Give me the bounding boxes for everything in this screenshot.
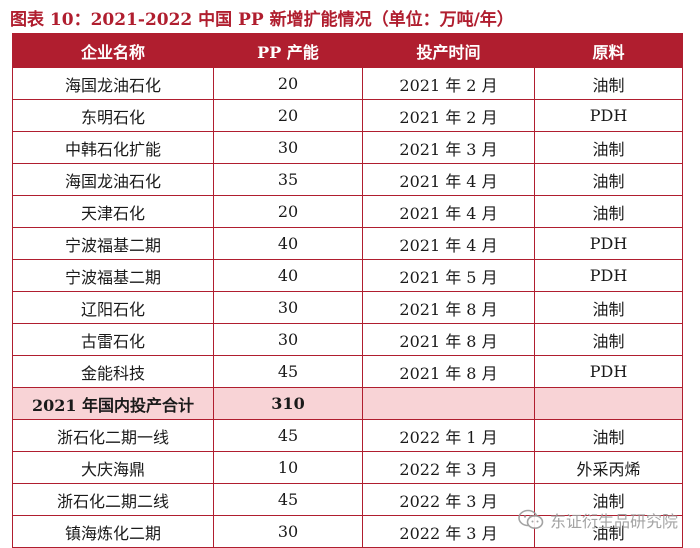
cell-feedstock: PDH — [534, 355, 683, 388]
cell-capacity: 35 — [213, 163, 363, 196]
cell-company: 浙石化二期一线 — [12, 419, 214, 452]
cell-start-time: 2021 年 8 月 — [362, 355, 535, 388]
cell-feedstock: 油制 — [534, 195, 683, 228]
watermark: 东证衍生品研究院 — [518, 508, 678, 532]
cell-company: 海国龙油石化 — [12, 163, 214, 196]
cell-feedstock: 油制 — [534, 419, 683, 452]
cell-capacity: 45 — [213, 483, 363, 516]
header-start-time: 投产时间 — [362, 33, 535, 68]
cell-capacity: 10 — [213, 451, 363, 484]
total-empty-cell — [362, 387, 535, 420]
table-row: 镇海炼化二期 30 2022 年 3 月 油制 — [12, 515, 683, 548]
total-empty-cell — [534, 387, 683, 420]
cell-company: 宁波福基二期 — [12, 259, 214, 292]
cell-capacity: 30 — [213, 515, 363, 548]
cell-feedstock: 油制 — [534, 291, 683, 324]
cell-capacity: 40 — [213, 227, 363, 260]
cell-capacity: 45 — [213, 419, 363, 452]
header-company: 企业名称 — [12, 33, 214, 68]
table-row: 大庆海鼎 10 2022 年 3 月 外采丙烯 — [12, 451, 683, 484]
cell-company: 海国龙油石化 — [12, 67, 214, 100]
header-capacity: PP 产能 — [213, 33, 363, 68]
table-row: 金能科技 45 2021 年 8 月 PDH — [12, 355, 683, 388]
cell-feedstock: PDH — [534, 227, 683, 260]
cell-capacity: 30 — [213, 323, 363, 356]
capacity-table: 企业名称 PP 产能 投产时间 原料 海国龙油石化 20 2021 年 2 月 … — [12, 33, 683, 548]
total-row: 2021 年国内投产合计 310 — [12, 387, 683, 420]
cell-start-time: 2022 年 3 月 — [362, 515, 535, 548]
cell-company: 古雷石化 — [12, 323, 214, 356]
cell-company: 东明石化 — [12, 99, 214, 132]
cell-capacity: 20 — [213, 67, 363, 100]
cell-capacity: 20 — [213, 99, 363, 132]
cell-company: 浙石化二期二线 — [12, 483, 214, 516]
cell-start-time: 2021 年 4 月 — [362, 195, 535, 228]
cell-start-time: 2021 年 8 月 — [362, 323, 535, 356]
cell-start-time: 2022 年 3 月 — [362, 451, 535, 484]
table-row: 浙石化二期一线 45 2022 年 1 月 油制 — [12, 419, 683, 452]
table-row: 东明石化 20 2021 年 2 月 PDH — [12, 99, 683, 132]
cell-capacity: 30 — [213, 131, 363, 164]
cell-start-time: 2021 年 2 月 — [362, 99, 535, 132]
cell-capacity: 40 — [213, 259, 363, 292]
table-row: 海国龙油石化 20 2021 年 2 月 油制 — [12, 67, 683, 100]
cell-feedstock: 外采丙烯 — [534, 451, 683, 484]
table-row: 古雷石化 30 2021 年 8 月 油制 — [12, 323, 683, 356]
cell-company: 中韩石化扩能 — [12, 131, 214, 164]
cell-start-time: 2022 年 3 月 — [362, 483, 535, 516]
watermark-text: 东证衍生品研究院 — [549, 512, 678, 531]
cell-feedstock: 油制 — [534, 483, 683, 516]
cell-start-time: 2021 年 3 月 — [362, 131, 535, 164]
cell-company: 金能科技 — [12, 355, 214, 388]
cell-feedstock: 油制 — [534, 131, 683, 164]
wechat-icon — [518, 509, 544, 531]
total-label: 2021 年国内投产合计 — [12, 387, 214, 420]
cell-start-time: 2021 年 2 月 — [362, 67, 535, 100]
cell-capacity: 20 — [213, 195, 363, 228]
cell-company: 宁波福基二期 — [12, 227, 214, 260]
total-capacity: 310 — [213, 387, 363, 420]
cell-company: 天津石化 — [12, 195, 214, 228]
cell-capacity: 45 — [213, 355, 363, 388]
header-feedstock: 原料 — [534, 33, 683, 68]
table-row: 浙石化二期二线 45 2022 年 3 月 油制 — [12, 483, 683, 516]
table-row: 辽阳石化 30 2021 年 8 月 油制 — [12, 291, 683, 324]
cell-company: 辽阳石化 — [12, 291, 214, 324]
cell-feedstock: 油制 — [534, 323, 683, 356]
cell-start-time: 2022 年 1 月 — [362, 419, 535, 452]
cell-feedstock: PDH — [534, 99, 683, 132]
cell-start-time: 2021 年 4 月 — [362, 163, 535, 196]
cell-company: 大庆海鼎 — [12, 451, 214, 484]
table-header-row: 企业名称 PP 产能 投产时间 原料 — [12, 33, 683, 68]
table-row: 宁波福基二期 40 2021 年 4 月 PDH — [12, 227, 683, 260]
table-row: 宁波福基二期 40 2021 年 5 月 PDH — [12, 259, 683, 292]
cell-capacity: 30 — [213, 291, 363, 324]
cell-start-time: 2021 年 8 月 — [362, 291, 535, 324]
table-row: 海国龙油石化 35 2021 年 4 月 油制 — [12, 163, 683, 196]
cell-feedstock: 油制 — [534, 67, 683, 100]
cell-feedstock: 油制 — [534, 515, 683, 548]
cell-start-time: 2021 年 4 月 — [362, 227, 535, 260]
cell-feedstock: 油制 — [534, 163, 683, 196]
cell-feedstock: PDH — [534, 259, 683, 292]
figure-title: 图表 10：2021-2022 中国 PP 新增扩能情况（单位：万吨/年） — [10, 10, 514, 30]
cell-company: 镇海炼化二期 — [12, 515, 214, 548]
table-row: 中韩石化扩能 30 2021 年 3 月 油制 — [12, 131, 683, 164]
table-row: 天津石化 20 2021 年 4 月 油制 — [12, 195, 683, 228]
cell-start-time: 2021 年 5 月 — [362, 259, 535, 292]
